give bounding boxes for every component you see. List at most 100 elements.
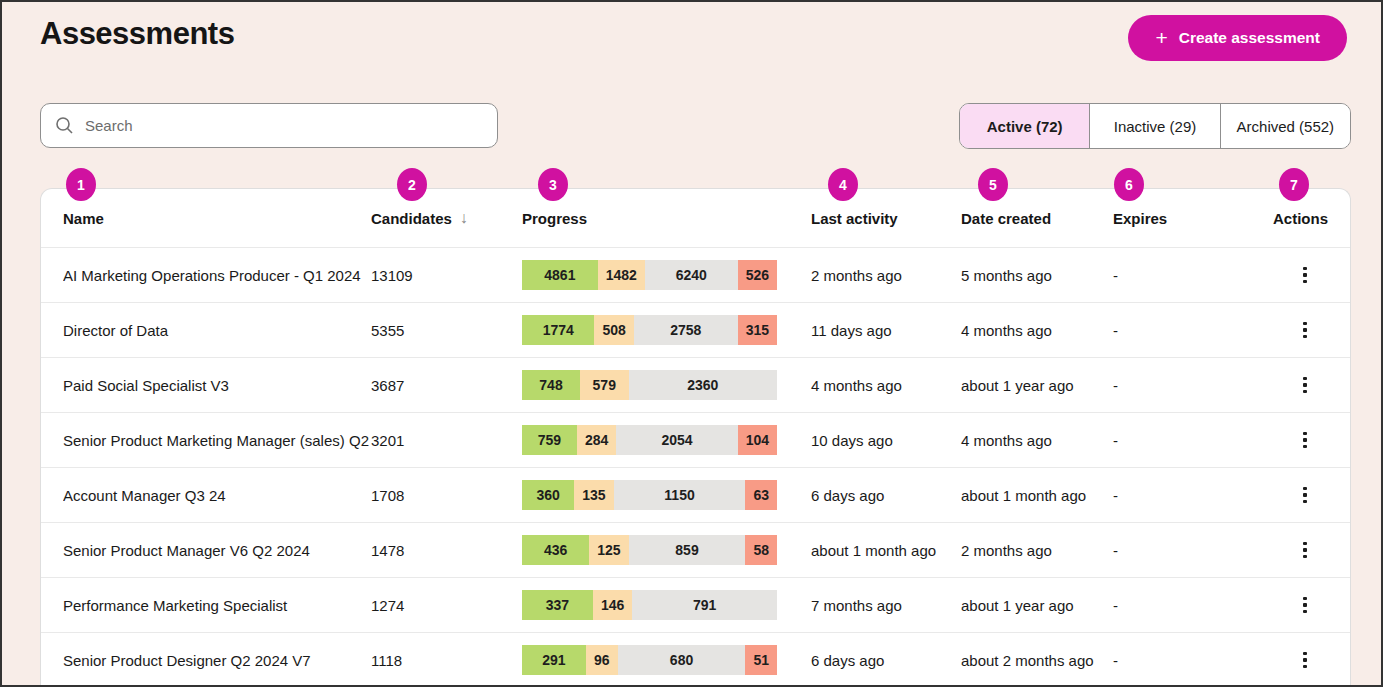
date-created: 2 months ago [961,542,1113,559]
annotation-badge: 3 [538,168,568,201]
progress-segment-green: 291 [522,645,586,675]
sort-descending-icon[interactable]: ↓ [460,209,468,227]
assessment-name[interactable]: Paid Social Specialist V3 [63,377,371,394]
search-icon [55,116,74,135]
column-header[interactable]: Expires [1113,210,1243,227]
column-header-label: Actions [1273,210,1328,227]
status-tab[interactable]: Active (72) [960,104,1090,148]
kebab-menu-icon[interactable] [1290,258,1320,292]
tab-label: Active (72) [987,118,1063,135]
candidates-count: 3687 [371,377,522,394]
progress-segment-gray: 859 [629,535,746,565]
progress-segment-peach: 284 [577,425,616,455]
date-created: about 1 year ago [961,597,1113,614]
progress-cell: 17745082758315 [522,315,811,345]
annotation-badge: 2 [397,168,427,201]
date-created: 5 months ago [961,267,1113,284]
assessment-name[interactable]: Performance Marketing Specialist [63,597,371,614]
kebab-menu-icon[interactable] [1290,368,1320,402]
status-tabs: Active (72) Inactive (29) Archived (552) [959,103,1351,149]
column-header[interactable]: Last activity [811,210,961,227]
column-header[interactable]: Actions [1273,210,1328,227]
assessment-name[interactable]: Account Manager Q3 24 [63,487,371,504]
progress-segment-salmon: 104 [738,425,777,455]
kebab-menu-icon[interactable] [1290,533,1320,567]
table-body: AI Marketing Operations Producer - Q1 20… [41,247,1350,687]
search-box[interactable] [40,103,498,148]
column-header[interactable]: Date created [961,210,1113,227]
column-header-label: Progress [522,210,587,227]
candidates-count: 13109 [371,267,522,284]
progress-segment-gray: 2054 [616,425,737,455]
candidates-count: 1118 [371,652,522,669]
last-activity: 6 days ago [811,652,961,669]
progress-segment-peach: 508 [594,315,633,345]
column-header[interactable]: Progress [522,210,811,227]
progress-segment-salmon: 315 [738,315,777,345]
kebab-menu-icon[interactable] [1290,313,1320,347]
column-header[interactable]: Name [63,210,371,227]
tab-label: Archived (552) [1237,118,1335,135]
progress-segment-peach: 146 [593,590,633,620]
table-row: Senior Product Marketing Manager (sales)… [41,412,1350,467]
column-header[interactable]: Candidates ↓ [371,209,522,227]
annotation-badge: 4 [828,168,858,201]
assessment-name[interactable]: Senior Product Marketing Manager (sales)… [63,432,371,449]
candidates-count: 3201 [371,432,522,449]
annotation-badge: 7 [1279,168,1309,201]
create-assessment-button[interactable]: + Create assessment [1128,15,1347,61]
progress-segment-green: 759 [522,425,577,455]
progress-segment-green: 360 [522,480,574,510]
kebab-menu-icon[interactable] [1290,643,1320,677]
last-activity: 2 months ago [811,267,961,284]
progress-bar: 7592842054104 [522,425,777,455]
page-title: Assessments [40,16,234,52]
table-row: Account Manager Q3 24 1708 360135115063 … [41,467,1350,522]
last-activity: 10 days ago [811,432,961,449]
table-row: Director of Data 5355 17745082758315 11 … [41,302,1350,357]
progress-bar: 337146791 [522,590,777,620]
status-tab[interactable]: Archived (552) [1221,104,1350,148]
progress-segment-gray: 2758 [634,315,738,345]
table-row: AI Marketing Operations Producer - Q1 20… [41,247,1350,302]
expires: - [1113,432,1243,449]
expires: - [1113,597,1243,614]
kebab-menu-icon[interactable] [1290,588,1320,622]
progress-segment-green: 748 [522,370,580,400]
table-row: Paid Social Specialist V3 3687 748579236… [41,357,1350,412]
assessment-name[interactable]: AI Marketing Operations Producer - Q1 20… [63,267,371,284]
table-header-row: Name Candidates ↓ Progress Last activity… [41,189,1350,247]
table-row: Senior Product Designer Q2 2024 V7 1118 … [41,632,1350,687]
expires: - [1113,377,1243,394]
progress-bar: 7485792360 [522,370,777,400]
kebab-menu-icon[interactable] [1290,478,1320,512]
progress-cell: 7592842054104 [522,425,811,455]
actions-cell [1290,533,1328,567]
progress-segment-salmon: 63 [745,480,777,510]
tab-label: Inactive (29) [1114,118,1197,135]
assessment-name[interactable]: Senior Product Designer Q2 2024 V7 [63,652,371,669]
date-created: about 1 month ago [961,487,1113,504]
progress-bar: 43612585958 [522,535,777,565]
kebab-menu-icon[interactable] [1290,423,1320,457]
progress-cell: 360135115063 [522,480,811,510]
plus-icon: + [1155,27,1167,48]
assessment-name[interactable]: Director of Data [63,322,371,339]
column-header-label: Expires [1113,210,1167,227]
progress-segment-gray: 6240 [645,260,738,290]
actions-cell [1290,258,1328,292]
candidates-count: 5355 [371,322,522,339]
column-header-label: Candidates [371,210,452,227]
progress-cell: 486114826240526 [522,260,811,290]
date-created: 4 months ago [961,432,1113,449]
status-tab[interactable]: Inactive (29) [1090,104,1220,148]
progress-segment-salmon: 51 [745,645,777,675]
progress-segment-peach: 96 [586,645,618,675]
assessments-page: Assessments + Create assessment Active (… [0,0,1383,687]
annotation-badge: 6 [1114,168,1144,201]
progress-segment-gray: 680 [618,645,746,675]
search-input[interactable] [85,117,483,134]
progress-bar: 17745082758315 [522,315,777,345]
candidates-count: 1478 [371,542,522,559]
assessment-name[interactable]: Senior Product Manager V6 Q2 2024 [63,542,371,559]
